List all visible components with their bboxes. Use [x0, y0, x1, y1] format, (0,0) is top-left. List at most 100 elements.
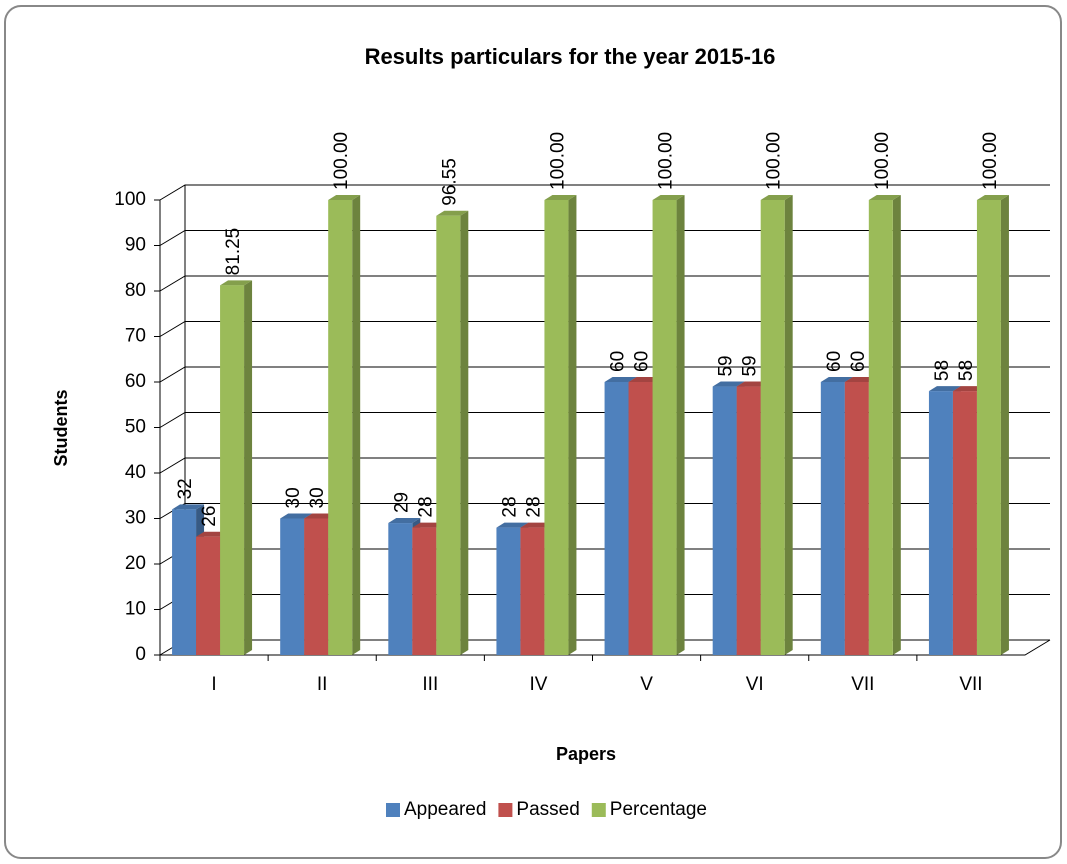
data-label: 30	[307, 487, 328, 508]
legend-swatch	[591, 803, 606, 817]
x-tick-label: VII	[959, 674, 982, 695]
data-label: 100.00	[764, 132, 785, 190]
data-label: 28	[415, 496, 436, 517]
data-label: 60	[632, 351, 653, 372]
data-label: 96.55	[439, 158, 460, 206]
data-label: 60	[848, 351, 869, 372]
bar	[544, 200, 569, 655]
bar	[304, 518, 329, 655]
legend-label: Passed	[516, 799, 579, 820]
bar-top	[652, 195, 685, 200]
bar	[328, 200, 353, 655]
x-tick-label: VI	[746, 674, 764, 695]
data-label: 59	[740, 355, 761, 376]
bar-top	[928, 386, 961, 392]
data-label: 28	[499, 496, 520, 517]
data-label: 29	[391, 492, 412, 513]
bar	[736, 386, 761, 655]
y-tick-label: 0	[135, 644, 146, 665]
x-tick-label: II	[317, 674, 328, 695]
bar	[196, 536, 221, 655]
y-tick-label: 60	[125, 371, 146, 392]
y-tick-label: 100	[114, 189, 146, 210]
legend-label: Percentage	[610, 799, 707, 820]
x-tick-label: V	[640, 674, 653, 695]
bar	[280, 518, 305, 655]
bar-side	[352, 195, 361, 655]
data-label: 100.00	[547, 132, 568, 190]
bar-side	[460, 210, 469, 655]
data-label: 81.25	[223, 228, 244, 276]
y-tick-label: 10	[125, 599, 146, 620]
data-label: 58	[932, 360, 953, 381]
bar-top	[388, 518, 421, 524]
bar-top	[544, 195, 577, 200]
y-tick-label: 80	[125, 280, 146, 301]
data-label: 59	[716, 355, 737, 376]
bar-top	[436, 210, 469, 216]
bar-top	[220, 280, 253, 286]
bar	[388, 523, 413, 655]
bar-top	[820, 377, 853, 382]
chart-border	[4, 5, 1062, 859]
bar	[844, 382, 869, 655]
data-label: 32	[175, 478, 196, 499]
y-tick-label: 20	[125, 553, 146, 574]
data-label: 26	[199, 506, 220, 527]
y-tick-label: 50	[125, 417, 146, 438]
bar-top	[604, 377, 637, 382]
data-label: 100.00	[331, 132, 352, 190]
bar	[628, 382, 653, 655]
bar	[712, 386, 737, 655]
bar	[652, 200, 677, 655]
data-label: 60	[824, 351, 845, 372]
bar	[868, 200, 893, 655]
legend-swatch	[386, 803, 400, 817]
x-tick-label: VII	[851, 674, 874, 695]
bar-top	[328, 195, 361, 200]
x-axis-label: Papers	[556, 744, 616, 764]
y-tick-label: 40	[125, 462, 146, 483]
bar-top	[496, 522, 529, 528]
grid-line	[159, 184, 1050, 201]
x-tick-label: I	[211, 674, 216, 695]
bar	[172, 509, 197, 655]
y-tick-label: 70	[125, 326, 146, 347]
bar	[928, 391, 953, 655]
data-label: 60	[608, 351, 629, 372]
bar-side	[892, 195, 901, 655]
legend-label: Appeared	[404, 799, 486, 820]
x-tick-label: IV	[529, 674, 547, 695]
data-label: 28	[523, 496, 544, 517]
bar	[436, 215, 461, 655]
data-label: 58	[956, 360, 977, 381]
bar-side	[1000, 195, 1009, 655]
chart-title: Results particulars for the year 2015-16	[365, 44, 776, 69]
legend-swatch	[498, 803, 513, 817]
y-axis-label: Students	[51, 389, 71, 466]
bar-top	[868, 195, 901, 200]
data-label: 100.00	[980, 132, 1001, 190]
data-label: 30	[283, 487, 304, 508]
bar	[496, 527, 521, 655]
bar	[820, 382, 845, 655]
bar-side	[784, 195, 793, 655]
y-tick-label: 30	[125, 508, 146, 529]
bar-top	[760, 195, 793, 200]
bar-top	[712, 381, 745, 387]
bar	[220, 285, 245, 655]
bar	[760, 200, 785, 655]
bar	[604, 382, 629, 655]
bar-side	[244, 280, 253, 655]
data-label: 100.00	[872, 132, 893, 190]
x-tick-label: III	[422, 674, 438, 695]
bar	[520, 527, 545, 655]
bar-top	[280, 513, 313, 519]
y-tick-label: 90	[125, 235, 146, 256]
bar	[412, 527, 437, 655]
bar-side	[568, 195, 577, 655]
data-label: 100.00	[656, 132, 677, 190]
bar	[976, 200, 1001, 655]
bar	[952, 391, 977, 655]
